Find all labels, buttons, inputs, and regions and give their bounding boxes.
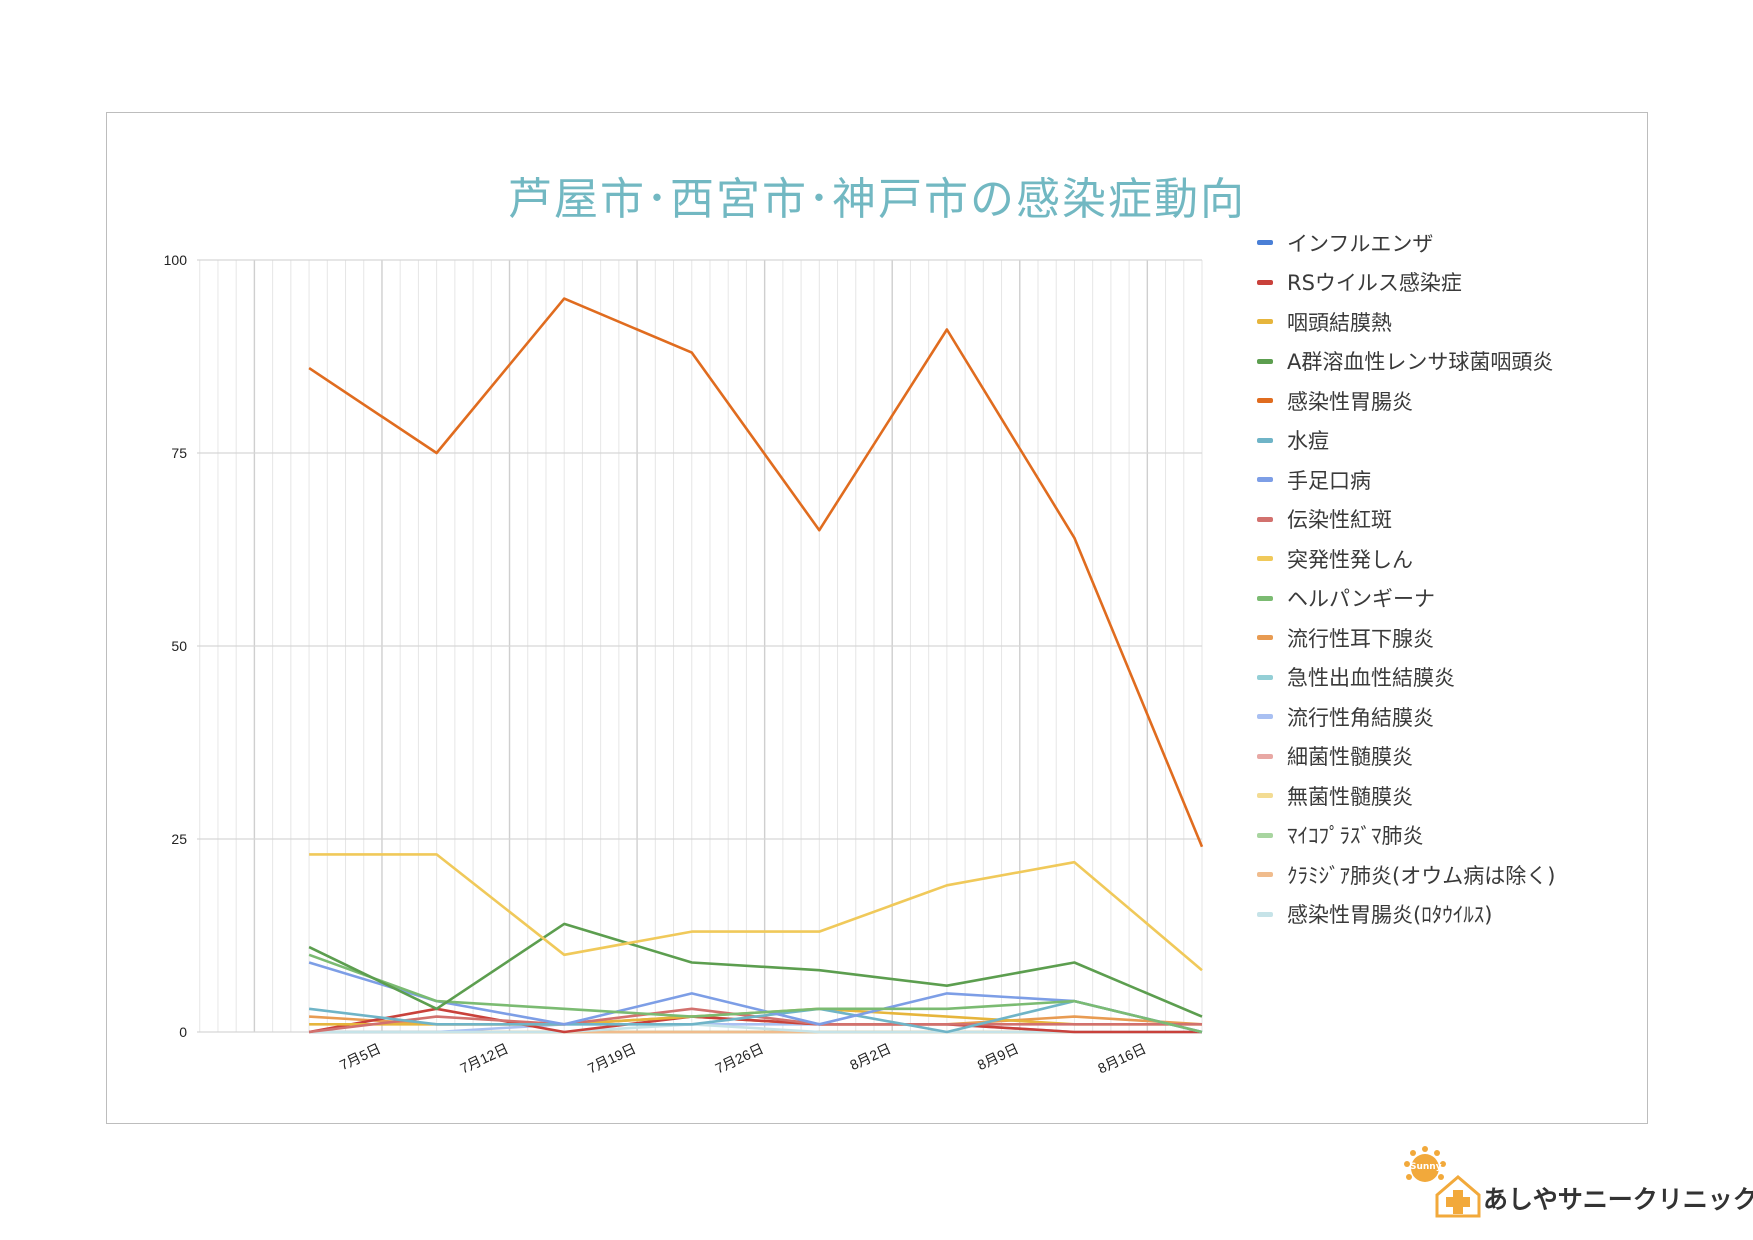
legend-swatch	[1257, 437, 1273, 443]
legend-swatch	[1257, 279, 1273, 285]
x-tick-label: 7月26日	[713, 1040, 766, 1076]
legend-item: ヘルパンギーナ	[1257, 579, 1637, 619]
legend-label: 咽頭結膜熱	[1287, 310, 1392, 335]
legend-item: 手足口病	[1257, 460, 1637, 500]
legend-label: 手足口病	[1287, 468, 1371, 493]
legend-swatch	[1257, 477, 1273, 483]
legend-item: 水痘	[1257, 421, 1637, 461]
legend-swatch	[1257, 911, 1273, 917]
legend-swatch	[1257, 753, 1273, 759]
legend-item: インフルエンザ	[1257, 223, 1637, 263]
legend-label: ヘルパンギーナ	[1287, 587, 1436, 612]
series-line	[308, 961, 1203, 1034]
series-line	[308, 999, 1203, 1034]
legend-swatch	[1257, 358, 1273, 364]
legend-swatch	[1257, 793, 1273, 799]
legend-swatch	[1257, 319, 1273, 325]
legend-item: RSウイルス感染症	[1257, 263, 1637, 303]
legend-label: インフルエンザ	[1287, 231, 1434, 256]
legend-item: 感染性胃腸炎(ﾛﾀｳｲﾙｽ)	[1257, 895, 1637, 935]
legend-label: 無菌性髄膜炎	[1287, 784, 1413, 809]
legend-item: 流行性耳下腺炎	[1257, 618, 1637, 658]
legend-label: RSウイルス感染症	[1287, 271, 1462, 296]
clinic-name: あしやサニークリニック	[1483, 1185, 1753, 1214]
legend-item: 急性出血性結膜炎	[1257, 658, 1637, 698]
legend-swatch	[1257, 674, 1273, 680]
legend-item: 伝染性紅斑	[1257, 500, 1637, 540]
legend-swatch	[1257, 516, 1273, 522]
legend-swatch	[1257, 240, 1273, 246]
legend-swatch	[1257, 635, 1273, 641]
legend-label: A群溶血性レンサ球菌咽頭炎	[1287, 350, 1554, 375]
legend-item: ｸﾗﾐｼﾞｱ肺炎(オウム病は除く)	[1257, 855, 1637, 895]
legend-label: ｸﾗﾐｼﾞｱ肺炎(オウム病は除く)	[1287, 863, 1556, 888]
clinic-logo: Sunny あしやサニークリニック	[1395, 1140, 1753, 1220]
legend-label: 感染性胃腸炎(ﾛﾀｳｲﾙｽ)	[1287, 903, 1493, 928]
x-tick-label: 7月12日	[457, 1040, 510, 1076]
y-tick-label: 0	[179, 1024, 187, 1040]
legend-item: 突発性発しん	[1257, 539, 1637, 579]
logo-badge-text: Sunny	[1410, 1162, 1442, 1172]
y-tick-label: 100	[164, 252, 188, 268]
x-tick-label: 8月2日	[847, 1040, 893, 1073]
y-tick-label: 75	[171, 445, 187, 461]
series-line	[308, 297, 1204, 848]
x-tick-label: 8月16日	[1095, 1040, 1148, 1076]
x-tick-label: 7月19日	[585, 1040, 638, 1076]
chart-frame: 芦屋市･西宮市･神戸市の感染症動向 0 25 50 75 100 7月5日 7月12日 7月…	[106, 112, 1648, 1124]
legend-swatch	[1257, 595, 1273, 601]
legend-label: 流行性耳下腺炎	[1287, 626, 1434, 651]
legend-item: ﾏｲｺﾌﾟﾗｽﾞﾏ肺炎	[1257, 816, 1637, 856]
x-axis-ticks: 7月5日 7月12日 7月19日 7月26日 8月2日 8月9日 8月16日	[337, 1040, 1149, 1076]
series-line	[308, 922, 1203, 1018]
legend-swatch	[1257, 872, 1273, 878]
x-tick-label: 8月9日	[975, 1040, 1021, 1073]
legend-item: 流行性角結膜炎	[1257, 697, 1637, 737]
legend-swatch	[1257, 556, 1273, 562]
legend-label: 伝染性紅斑	[1287, 508, 1392, 533]
legend: インフルエンザ RSウイルス感染症 咽頭結膜熱 A群溶血性レンサ球菌咽頭炎 感染性胃腸炎…	[1257, 223, 1637, 934]
legend-swatch	[1257, 714, 1273, 720]
legend-item: 細菌性髄膜炎	[1257, 737, 1637, 777]
legend-swatch	[1257, 398, 1273, 404]
series-lines	[308, 297, 1204, 1034]
plot-area: 0 25 50 75 100 7月5日 7月12日 7月19日 7月26日 8月2日 8月9日 8月…	[164, 252, 1204, 1076]
x-tick-label: 7月5日	[337, 1040, 383, 1073]
legend-item: 感染性胃腸炎	[1257, 381, 1637, 421]
chart-title: 芦屋市･西宮市･神戸市の感染症動向	[508, 174, 1246, 225]
legend-item: A群溶血性レンサ球菌咽頭炎	[1257, 342, 1637, 382]
legend-swatch	[1257, 832, 1273, 838]
y-tick-label: 25	[171, 831, 187, 847]
legend-label: 水痘	[1287, 429, 1329, 454]
legend-label: 流行性角結膜炎	[1287, 705, 1434, 730]
sun-house-icon	[1404, 1146, 1481, 1218]
series-line	[308, 1007, 1202, 1034]
legend-label: 急性出血性結膜炎	[1287, 666, 1455, 691]
legend-label: 突発性発しん	[1287, 547, 1413, 572]
legend-label: ﾏｲｺﾌﾟﾗｽﾞﾏ肺炎	[1287, 824, 1424, 849]
series-line	[309, 853, 1203, 972]
grid-lines	[197, 259, 1203, 1033]
series-line	[308, 953, 1203, 1034]
legend-item: 無菌性髄膜炎	[1257, 776, 1637, 816]
legend-item: 咽頭結膜熱	[1257, 302, 1637, 342]
y-tick-label: 50	[171, 638, 187, 654]
legend-label: 感染性胃腸炎	[1287, 389, 1413, 414]
legend-label: 細菌性髄膜炎	[1287, 745, 1413, 770]
y-axis-ticks: 0 25 50 75 100	[164, 252, 188, 1040]
